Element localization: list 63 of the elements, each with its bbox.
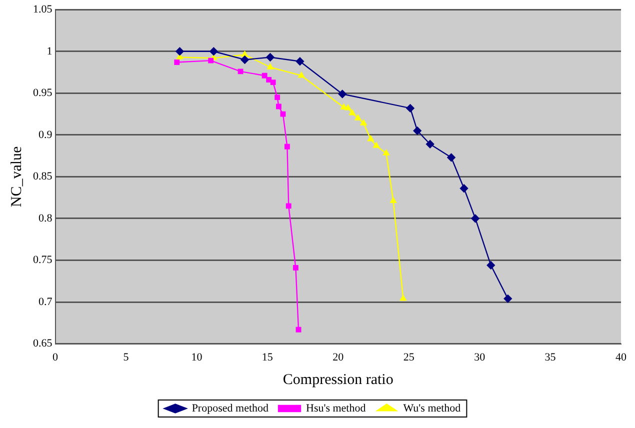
y-tick-label: 0.9 — [38, 128, 53, 141]
point — [360, 120, 367, 126]
y-tick-label: 1.05 — [33, 3, 53, 16]
point — [176, 47, 184, 56]
point — [270, 80, 276, 86]
point — [174, 60, 180, 65]
point — [267, 64, 274, 70]
point — [426, 140, 434, 148]
y-tick-label: 1 — [46, 45, 52, 58]
x-tick-label: 0 — [52, 351, 58, 364]
point — [238, 68, 244, 74]
point — [367, 136, 374, 142]
point — [296, 326, 302, 332]
point — [296, 57, 304, 66]
point — [276, 104, 282, 110]
point — [266, 77, 272, 83]
legend-label: Proposed method — [192, 402, 270, 414]
x-tick-label: 35 — [544, 351, 556, 364]
point — [286, 203, 292, 209]
point — [471, 214, 480, 223]
legend-label: Hsu's method — [306, 402, 366, 414]
x-tick-label: 10 — [191, 351, 203, 364]
point — [210, 47, 218, 56]
x-axis-title: Compression ratio — [282, 372, 394, 388]
point — [242, 51, 248, 57]
point — [292, 265, 298, 270]
point — [284, 144, 290, 150]
point — [349, 110, 356, 116]
point — [266, 53, 274, 62]
y-tick-label: 0.7 — [38, 296, 53, 308]
y-tick-label: 0.65 — [33, 338, 53, 350]
point — [340, 104, 347, 110]
point — [354, 114, 362, 120]
x-tick-label: 20 — [332, 351, 344, 364]
y-axis-title: NC_value — [8, 146, 25, 208]
y-tick-label: 0.95 — [33, 87, 53, 100]
point — [274, 94, 280, 100]
point — [406, 104, 414, 112]
point — [390, 197, 396, 204]
x-tick-label: 25 — [403, 351, 415, 364]
x-tick-label: 5 — [123, 351, 130, 364]
point — [262, 72, 268, 78]
point — [504, 294, 512, 303]
point — [383, 150, 390, 156]
x-tick-label: 40 — [616, 351, 627, 364]
y-tick-label: 0.8 — [38, 212, 53, 224]
point — [486, 261, 495, 270]
x-tick-label: 30 — [474, 351, 486, 364]
legend-label: Wu's method — [403, 402, 462, 414]
point — [280, 111, 286, 117]
point — [447, 153, 456, 162]
point — [344, 104, 352, 110]
point — [460, 184, 468, 192]
y-tick-label: 0.75 — [33, 254, 53, 266]
point — [208, 58, 214, 64]
point — [240, 56, 249, 64]
point — [298, 72, 305, 78]
x-tick-label: 15 — [262, 351, 274, 364]
point — [338, 90, 346, 98]
y-tick-label: 0.85 — [33, 170, 53, 183]
point — [373, 142, 380, 148]
point — [413, 126, 422, 135]
point — [400, 295, 406, 301]
